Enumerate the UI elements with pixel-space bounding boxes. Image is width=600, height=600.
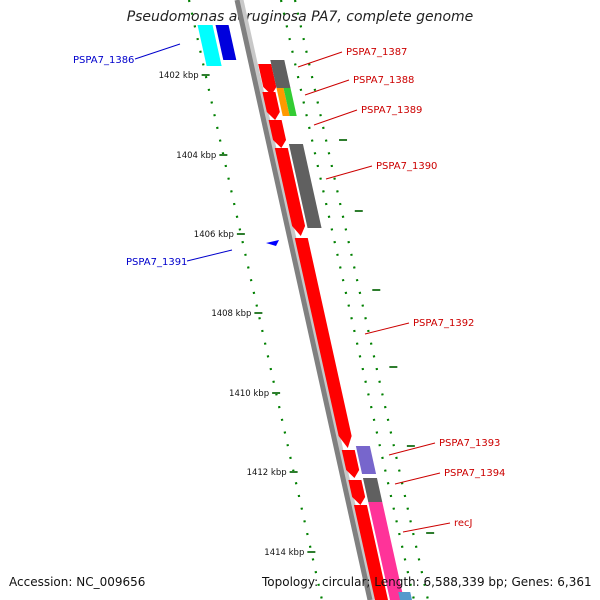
gene-leader-line [304,79,350,96]
gene-label: PSPA7_1386 [73,55,134,66]
gene-leader-line [297,51,343,68]
gene-label: PSPA7_1391 [126,257,187,268]
kbp-label: 1408 kbp [211,309,251,319]
gene-pspa7-1390-arrow [274,148,306,236]
gene-pspa7-1387-cog [270,60,291,88]
gene-pspa7-1388-cog-b [283,88,297,116]
gene-recj-arrow [353,505,388,600]
gene-recj-cog [368,502,404,600]
gene-pspa7-1392-arrow [294,238,352,448]
gene-pspa7-1394-cog [362,478,383,502]
gene-label: PSPA7_1387 [346,47,407,58]
gene-leader-line [364,322,410,335]
backbone-line [234,0,373,600]
gene-pspa7-1386-cog-b [215,25,237,60]
gene-label: PSPA7_1394 [444,468,505,479]
gene-pspa7-1389-arrow [268,120,287,148]
gene-next-cog [398,592,412,600]
accession-label: Accession: NC_009656 [9,575,146,589]
kbp-label: 1414 kbp [264,548,304,558]
gene-label: PSPA7_1392 [413,318,474,329]
gene-leader-line [394,472,441,485]
kbp-label: 1410 kbp [229,389,269,399]
gene-label: PSPA7_1390 [376,161,437,172]
kbp-label: 1402 kbp [159,71,199,81]
gene-pspa7-1393-cog [355,446,377,474]
kbp-label: 1412 kbp [247,468,287,478]
gene-label: PSPA7_1388 [353,75,414,86]
gene-pspa7-1391-arrow [266,240,279,246]
kbp-label: 1406 kbp [194,230,234,240]
gene-pspa7-1390-cog [288,144,322,228]
gene-label: recJ [454,518,473,529]
topology-label: Topology: circular; Length: 6,588,339 bp… [262,575,592,589]
gene-pspa7-1394-arrow [348,480,366,505]
gene-leader-line [313,109,358,126]
gene-pspa7-1387-arrow [258,64,277,95]
gene-leader-line [325,165,373,180]
gene-leader-line [388,442,436,456]
gene-label: PSPA7_1389 [361,105,422,116]
gene-pspa7-1386-cog-a [197,25,222,66]
gene-pspa7-1388-cog-a [276,88,290,116]
backbone-shadow [236,0,377,600]
gene-leader-line [402,522,451,533]
genome-title: Pseudomonas aeruginosa PA7, complete gen… [126,9,474,25]
gene-label: PSPA7_1393 [439,438,500,449]
gene-leader-line [186,249,233,262]
kbp-label: 1404 kbp [176,151,216,161]
gene-pspa7-1393-arrow [341,450,360,478]
gene-leader-line [134,43,181,60]
gene-pspa7-1388-arrow [262,92,280,120]
